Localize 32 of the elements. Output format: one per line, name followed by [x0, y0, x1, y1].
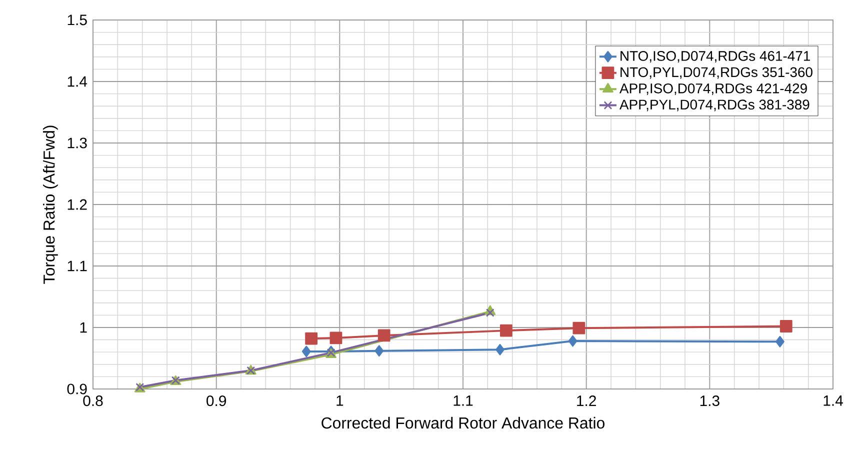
- y-tick-label: 1.3: [68, 138, 87, 148]
- point: [776, 336, 784, 348]
- x-tick-label: 1.4: [824, 396, 843, 406]
- legend-label: NTO,ISO,D074,RDGs 461-471: [620, 51, 810, 63]
- point: [305, 332, 318, 345]
- y-axis-title: Torque Ratio (Aft/Fwd): [43, 126, 58, 284]
- point: [486, 308, 494, 317]
- y-tick-label: 1: [80, 322, 87, 333]
- point: [378, 329, 390, 342]
- x-tick-label: 1: [336, 396, 344, 406]
- point: [780, 320, 792, 332]
- x-tick-label: 1.3: [700, 396, 720, 406]
- point: [374, 345, 384, 357]
- x-tick-label: 1.2: [577, 396, 596, 406]
- x-tick-label: 0.8: [83, 396, 103, 406]
- x-tick-label: 1.1: [454, 396, 473, 406]
- y-tick-label: 1.1: [68, 260, 87, 272]
- y-tick-label: 1.5: [68, 14, 87, 26]
- legend-label: APP,PYL,D074,RDGs 381-389: [619, 100, 810, 112]
- x-tick-label: 0.9: [206, 396, 226, 406]
- y-tick-label: 1.4: [68, 76, 88, 87]
- point: [496, 344, 504, 356]
- legend-label: NTO,PYL,D074,RDGs 351-360: [620, 67, 812, 79]
- y-tick-label: 1.2: [68, 199, 87, 210]
- y-tick-label: 0.9: [67, 384, 87, 394]
- point: [572, 322, 586, 334]
- x-axis-title: Corrected Forward Rotor Advance Ratio: [322, 416, 604, 429]
- point: [500, 324, 512, 337]
- point: [568, 335, 578, 347]
- point: [302, 346, 311, 358]
- point: [330, 332, 342, 344]
- legend-label: APP,ISO,D074,RDGs 421-429: [619, 83, 807, 95]
